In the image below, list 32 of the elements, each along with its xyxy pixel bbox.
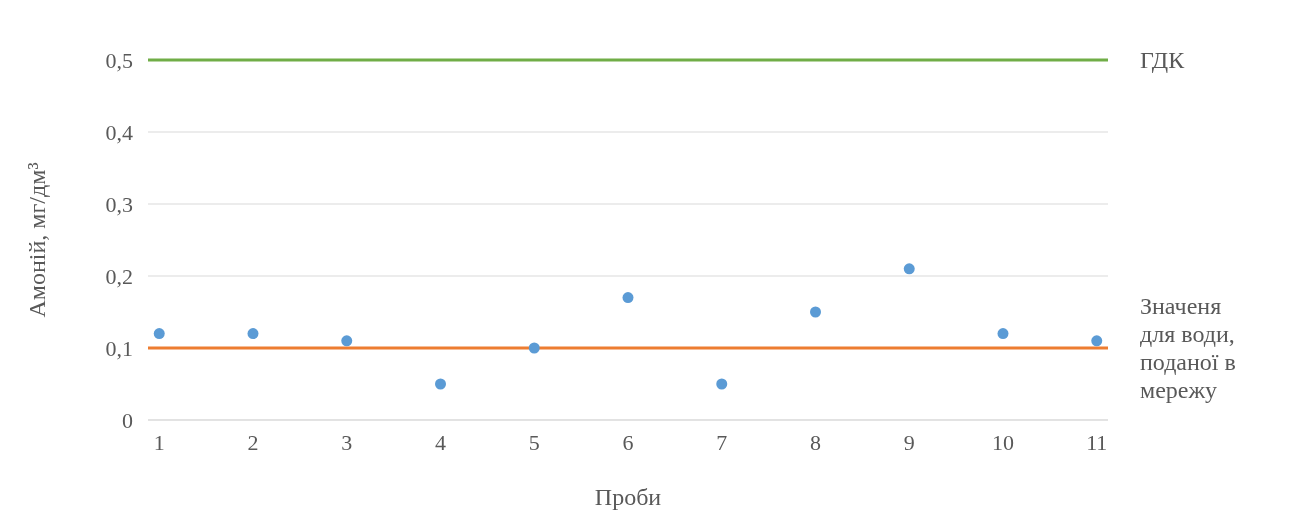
y-axis-title: Амоній, мг/дм³ — [24, 162, 50, 318]
x-tick-label: 1 — [153, 430, 165, 455]
ref-line-label: ГДК — [1140, 47, 1186, 74]
point — [247, 328, 259, 340]
y-tick-label: 0,5 — [105, 47, 133, 73]
x-tick-label: 9 — [903, 430, 915, 455]
point — [903, 263, 915, 275]
x-axis-title: Проби — [594, 484, 662, 510]
point — [1091, 335, 1103, 347]
point — [810, 306, 821, 318]
y-tick-label: 0,4 — [105, 119, 133, 145]
ref-line-label: Значеня для води, поданої в мережу — [1140, 293, 1236, 404]
x-tick-label: 11 — [1086, 430, 1108, 455]
x-tick-label: 5 — [528, 430, 540, 455]
x-tick-label: 7 — [716, 430, 728, 455]
point — [528, 342, 540, 354]
y-tick-label: 0,1 — [105, 335, 133, 361]
x-tick-label: 3 — [341, 430, 353, 455]
point — [153, 328, 165, 340]
y-tick-label: 0,2 — [105, 263, 133, 289]
x-tick-label: 4 — [435, 430, 446, 455]
y-tick-label: 0 — [122, 407, 133, 433]
x-tick-label: 6 — [622, 430, 634, 455]
x-tick-label: 10 — [992, 430, 1014, 455]
point — [622, 292, 634, 304]
point — [716, 378, 728, 390]
y-tick-label: 0,3 — [105, 191, 133, 217]
point — [435, 378, 446, 390]
x-tick-label: 8 — [810, 430, 821, 455]
point — [997, 328, 1009, 340]
point — [341, 335, 353, 347]
x-tick-label: 2 — [247, 430, 259, 455]
